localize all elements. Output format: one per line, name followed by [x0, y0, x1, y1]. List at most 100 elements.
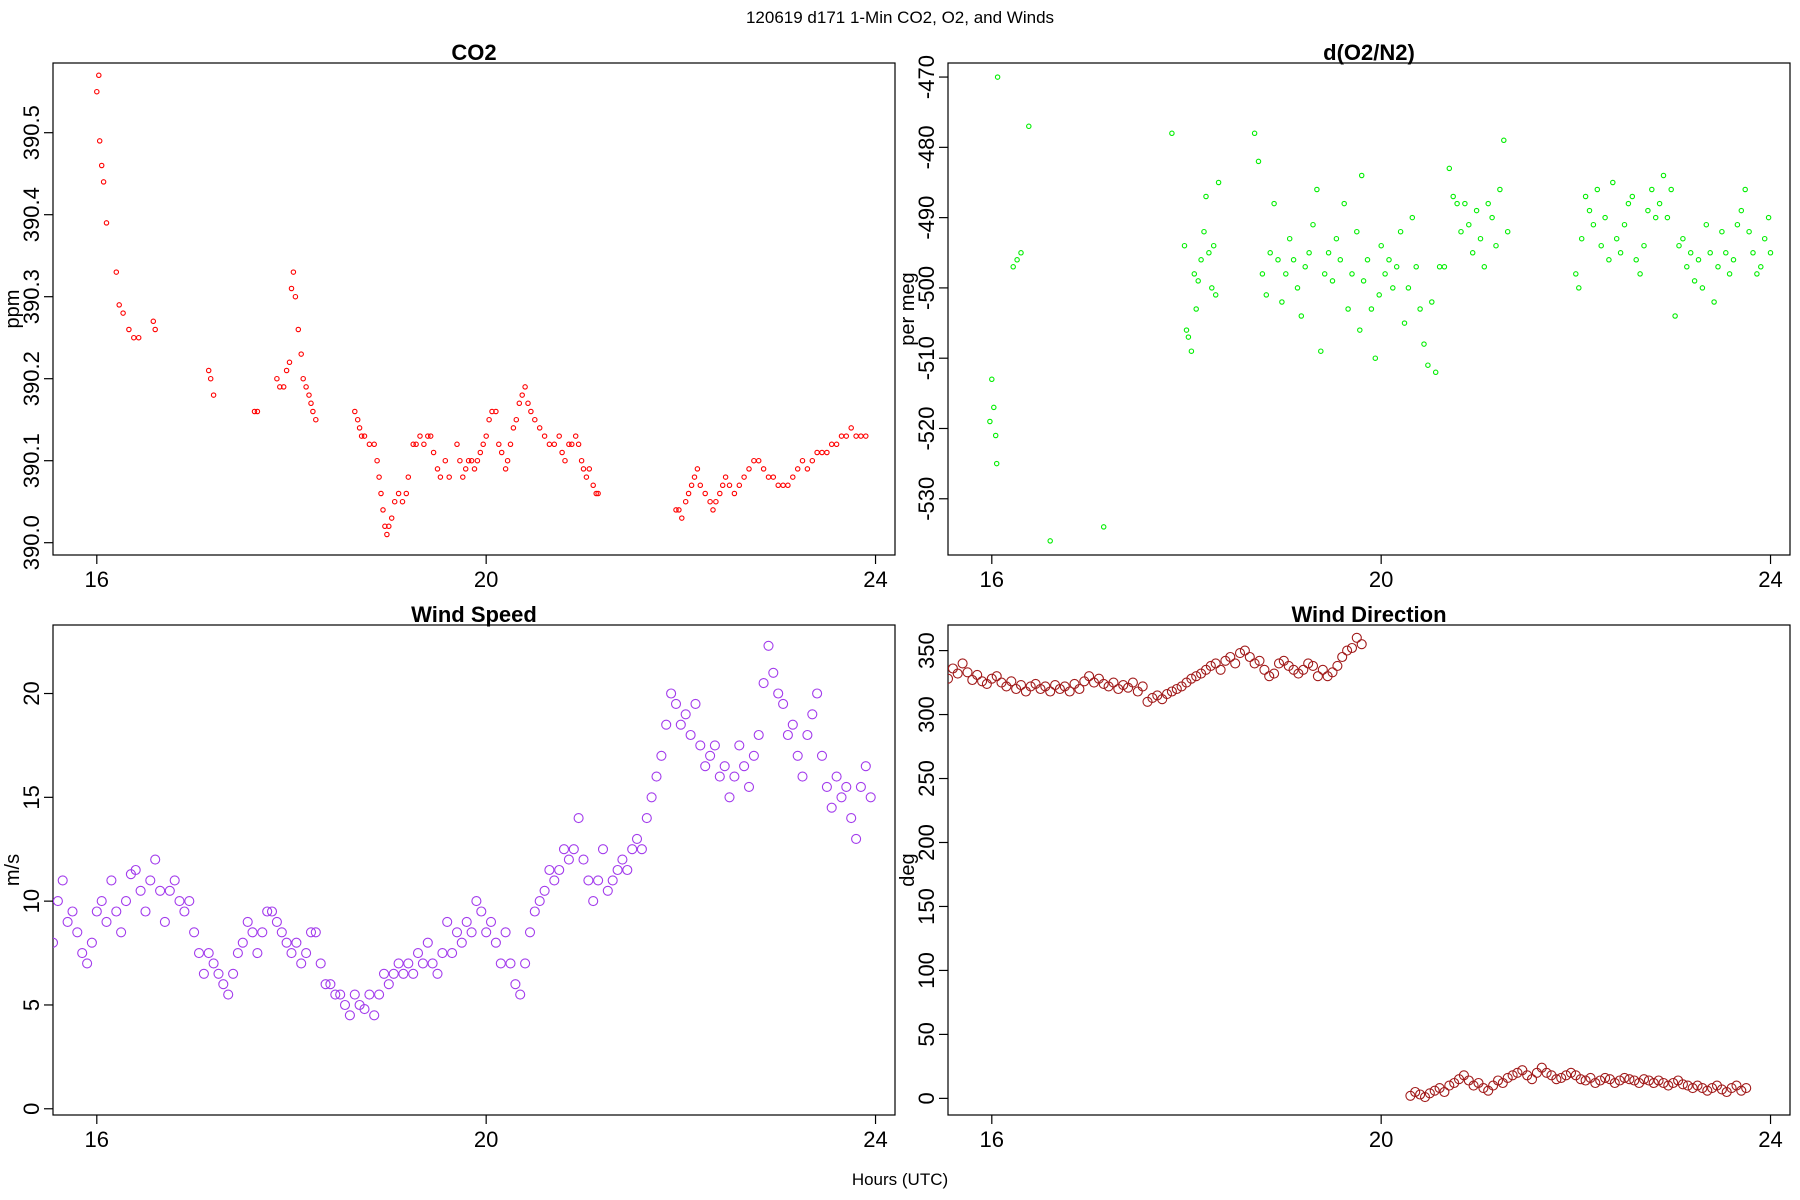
co2-y-tick-label: 390.1: [19, 433, 44, 488]
wind-speed-point: [792, 750, 803, 761]
wind-speed-point: [369, 1010, 380, 1021]
co2-point: [838, 433, 845, 439]
o2-point: [1606, 257, 1612, 263]
co2-panel: CO2 16 20 24 390.0 390.1 390.2 390.3 390.4 390.5 p…: [2, 40, 896, 592]
co2-point: [507, 441, 514, 448]
co2-point: [358, 433, 365, 439]
wind-direction-point: [1132, 686, 1143, 697]
wind-direction-point: [967, 674, 978, 686]
co2-point: [313, 416, 319, 423]
wind-direction-point: [1468, 1080, 1479, 1091]
wind-speed-point: [72, 927, 83, 938]
wind-direction-point: [1269, 668, 1280, 679]
wind-speed-point: [291, 937, 302, 948]
o2-y-tick-label: -470: [914, 55, 939, 99]
wind-direction-point: [1531, 1067, 1542, 1078]
co2-point: [474, 457, 481, 464]
o2-point: [1386, 257, 1392, 263]
wind-direction-point: [1108, 677, 1119, 688]
co2-point: [421, 441, 427, 448]
co2-point: [454, 441, 460, 448]
o2-point: [1358, 172, 1365, 179]
wind-direction-point: [1312, 671, 1323, 682]
wind-speed-point: [831, 771, 842, 782]
co2-point: [303, 384, 309, 390]
wind-speed-point: [617, 854, 628, 865]
o2-point: [1294, 285, 1301, 291]
wind-speed-point: [447, 948, 458, 959]
wind-direction-y-tick-label: 200: [914, 824, 939, 861]
o2-point: [1425, 362, 1431, 368]
wind-speed-point: [281, 937, 292, 948]
co2-point: [707, 498, 713, 505]
co2-point: [152, 326, 158, 333]
o2-point: [1310, 221, 1316, 228]
wind-direction-point: [1580, 1075, 1591, 1086]
wind-speed-point: [262, 906, 273, 917]
co2-point: [717, 490, 723, 497]
o2-point: [1473, 207, 1480, 214]
wind-speed-point: [719, 761, 730, 772]
o2-point: [1283, 271, 1289, 277]
co2-point: [391, 498, 398, 505]
o2-point: [1625, 200, 1632, 207]
co2-point: [593, 490, 599, 497]
co2-point: [150, 318, 157, 325]
wind-speed-point: [57, 875, 68, 886]
co2-point: [541, 433, 548, 439]
o2-point: [1306, 250, 1312, 256]
wind-speed-point: [232, 948, 243, 959]
wind-speed-point: [768, 667, 779, 678]
wind-direction-point: [1702, 1085, 1713, 1096]
co2-point: [790, 474, 796, 480]
wind-speed-point: [593, 875, 604, 886]
o2-y-tick-label: -510: [914, 336, 939, 380]
o2-y-tick-label: -490: [914, 196, 939, 240]
o2-point: [1703, 221, 1710, 228]
co2-point: [465, 457, 472, 464]
co2-point: [486, 416, 492, 423]
o2-point: [1691, 278, 1698, 284]
co2-point: [697, 482, 704, 489]
wind-speed-point: [748, 750, 759, 761]
wind-speed-point: [198, 968, 209, 979]
co2-point: [103, 220, 110, 226]
wind-direction-point: [1512, 1067, 1523, 1078]
x-axis-title: Hours (UTC): [852, 1170, 948, 1189]
wind-direction-point: [1478, 1083, 1489, 1094]
wind-speed-point: [374, 989, 385, 1000]
wind-direction-point: [1716, 1084, 1727, 1095]
o2-point: [1014, 257, 1020, 263]
wind-speed-point: [150, 854, 161, 865]
wind-direction-point: [948, 663, 958, 674]
wind-speed-point: [96, 896, 107, 907]
wind-direction-point: [1171, 683, 1182, 695]
wind-direction-point: [1254, 655, 1265, 666]
o2-point: [993, 460, 1000, 467]
o2-point: [1210, 242, 1217, 249]
wind-direction-point: [1332, 660, 1343, 671]
o2-point: [987, 418, 993, 425]
o2-point: [1676, 242, 1682, 249]
wind-direction-point: [1079, 676, 1090, 687]
wind-direction-point: [1415, 1089, 1426, 1100]
wind-speed-point: [174, 896, 185, 907]
o2-point: [1368, 306, 1375, 312]
o2-point: [1573, 271, 1579, 277]
wind-speed-x-tick-label: 16: [85, 1127, 109, 1152]
co2-point: [702, 490, 708, 497]
wind-direction-point: [1488, 1080, 1499, 1091]
o2-point: [992, 432, 999, 439]
co2-y-tick-label: 390.0: [19, 515, 44, 570]
wind-speed-point: [237, 937, 248, 948]
wind-speed-point: [729, 771, 740, 782]
co2-point: [863, 433, 869, 439]
o2-point: [1382, 271, 1388, 277]
o2-point: [1267, 250, 1273, 256]
co2-point: [536, 425, 543, 431]
wind-speed-y-axis-title: m/s: [2, 854, 24, 886]
o2-point: [1586, 207, 1593, 214]
co2-point: [378, 490, 384, 497]
wind-speed-y-tick-label: 0: [19, 1103, 44, 1115]
wind-speed-point: [807, 709, 818, 720]
